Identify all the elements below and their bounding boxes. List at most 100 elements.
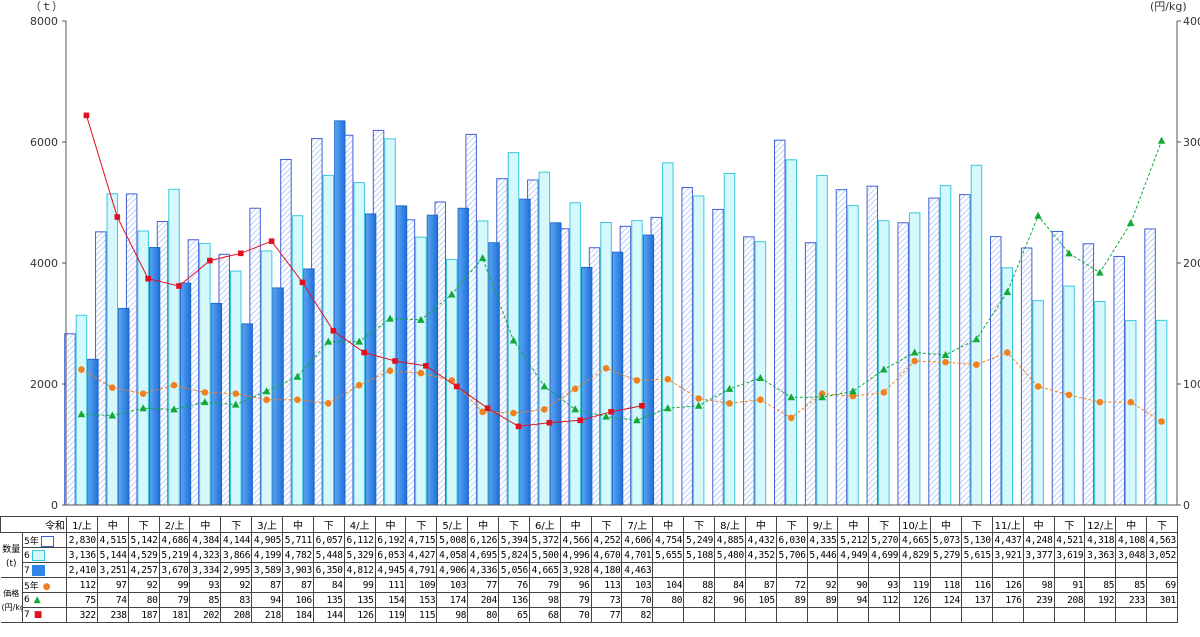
quantity-value: 3,052 — [1146, 547, 1178, 563]
chart-area: （ｔ） (円/kg) 0 2000 4000 6000 8000 0 100 200 300 40… — [30, 0, 1200, 512]
price-value: 99 — [343, 577, 376, 593]
price-value: 238 — [96, 607, 129, 623]
price-point-r6 — [694, 401, 703, 409]
price-value: 92 — [127, 577, 160, 593]
price-value: 109 — [405, 577, 438, 593]
quantity-value: 4,665 — [528, 562, 561, 578]
bar-r7 — [365, 213, 377, 506]
quantity-value — [930, 562, 962, 578]
price-value: 77 — [467, 577, 500, 593]
category-label: 中 — [467, 516, 500, 533]
price-value: 126 — [991, 577, 1024, 593]
bar-r5 — [681, 186, 693, 506]
price-value: 322 — [66, 607, 98, 623]
price-value: 111 — [374, 577, 407, 593]
category-label: 下 — [405, 516, 438, 533]
category-label: 下 — [127, 516, 160, 533]
legend-label: 7 — [24, 610, 30, 620]
price-point-r6 — [293, 372, 302, 380]
price-point-r7 — [639, 402, 645, 409]
price-value: 85 — [1084, 577, 1117, 593]
price-point-r7 — [484, 405, 491, 411]
price-value: 301 — [1146, 592, 1178, 608]
bar-r6 — [476, 220, 489, 506]
price-point-r7 — [608, 409, 614, 415]
price-value — [1084, 607, 1117, 623]
price-point-r7 — [145, 275, 151, 282]
price-value: 218 — [251, 607, 284, 623]
price-point-r6 — [262, 387, 271, 395]
category-label: 中 — [559, 516, 592, 533]
price-value — [930, 607, 962, 623]
price-point-r5 — [541, 406, 548, 413]
bar-r6 — [785, 159, 797, 506]
quantity-value — [1146, 562, 1178, 578]
price-value: 239 — [1022, 592, 1055, 608]
price-point-r6 — [1157, 136, 1166, 144]
legend-quantity-r7: 7 — [22, 562, 67, 578]
bar-r7 — [149, 247, 161, 506]
bar-r6 — [939, 185, 952, 506]
price-value: 80 — [127, 592, 160, 608]
price-value: 82 — [621, 607, 654, 623]
price-value: 126 — [343, 607, 376, 623]
y-left-tick-label: 2000 — [30, 378, 58, 391]
price-point-r5 — [757, 396, 764, 404]
category-label: 4/上 — [343, 516, 376, 533]
price-point-r7 — [453, 383, 460, 390]
category-label: 下 — [1146, 516, 1178, 533]
quantity-value: 3,903 — [282, 562, 314, 578]
price-point-r6 — [1034, 211, 1042, 219]
quantity-value — [744, 562, 777, 578]
legend-marker: ● — [42, 581, 51, 592]
price-point-r6 — [1126, 219, 1135, 227]
price-point-r5 — [139, 390, 147, 397]
price-value: 192 — [1084, 592, 1117, 608]
price-value: 144 — [312, 607, 345, 623]
category-label: 7/上 — [621, 516, 654, 533]
legend-swatch — [40, 535, 54, 547]
price-group-label: 価格 (円/kg) — [0, 577, 23, 623]
price-point-r5 — [386, 367, 394, 374]
category-label: 11/上 — [991, 516, 1024, 533]
quantity-value: 5,448 — [312, 547, 345, 563]
price-point-r5 — [942, 358, 949, 366]
price-value: 116 — [960, 577, 993, 593]
price-value: 126 — [899, 592, 932, 608]
price-value: 92 — [806, 577, 839, 593]
quantity-value: 4,180 — [590, 562, 623, 578]
bar-r6 — [1124, 320, 1137, 506]
category-label: 下 — [1053, 516, 1086, 533]
quantity-value: 3,251 — [96, 562, 129, 578]
price-point-r6 — [663, 404, 672, 412]
price-value: 72 — [775, 577, 808, 593]
category-label: 下 — [683, 516, 716, 533]
price-point-r5 — [787, 414, 795, 422]
price-point-r6 — [602, 412, 610, 420]
quantity-value — [1053, 562, 1086, 578]
price-point-r6 — [756, 373, 765, 381]
price-value: 97 — [96, 577, 129, 593]
bar-r5 — [928, 197, 940, 506]
quantity-value: 4,945 — [374, 562, 407, 578]
price-point-r6 — [1003, 288, 1012, 296]
price-value — [775, 607, 808, 623]
category-label: 中 — [930, 516, 962, 533]
price-value: 92 — [220, 577, 253, 593]
price-value: 119 — [899, 577, 932, 593]
quantity-value: 6,057 — [312, 532, 345, 548]
quantity-value: 4,812 — [343, 562, 376, 578]
quantity-value: 5,711 — [282, 532, 314, 548]
price-point-r7 — [330, 327, 337, 334]
quantity-value: 5,329 — [343, 547, 376, 563]
price-point-r6 — [108, 411, 117, 419]
bar-r6 — [137, 230, 149, 506]
quantity-value: 4,384 — [189, 532, 222, 548]
quantity-value: 4,199 — [251, 547, 284, 563]
price-point-r7 — [361, 349, 367, 356]
price-value: 204 — [467, 592, 500, 608]
bar-r6 — [1155, 319, 1168, 506]
price-value: 82 — [683, 592, 716, 608]
price-point-r6 — [540, 382, 549, 390]
price-point-r6 — [478, 254, 487, 262]
